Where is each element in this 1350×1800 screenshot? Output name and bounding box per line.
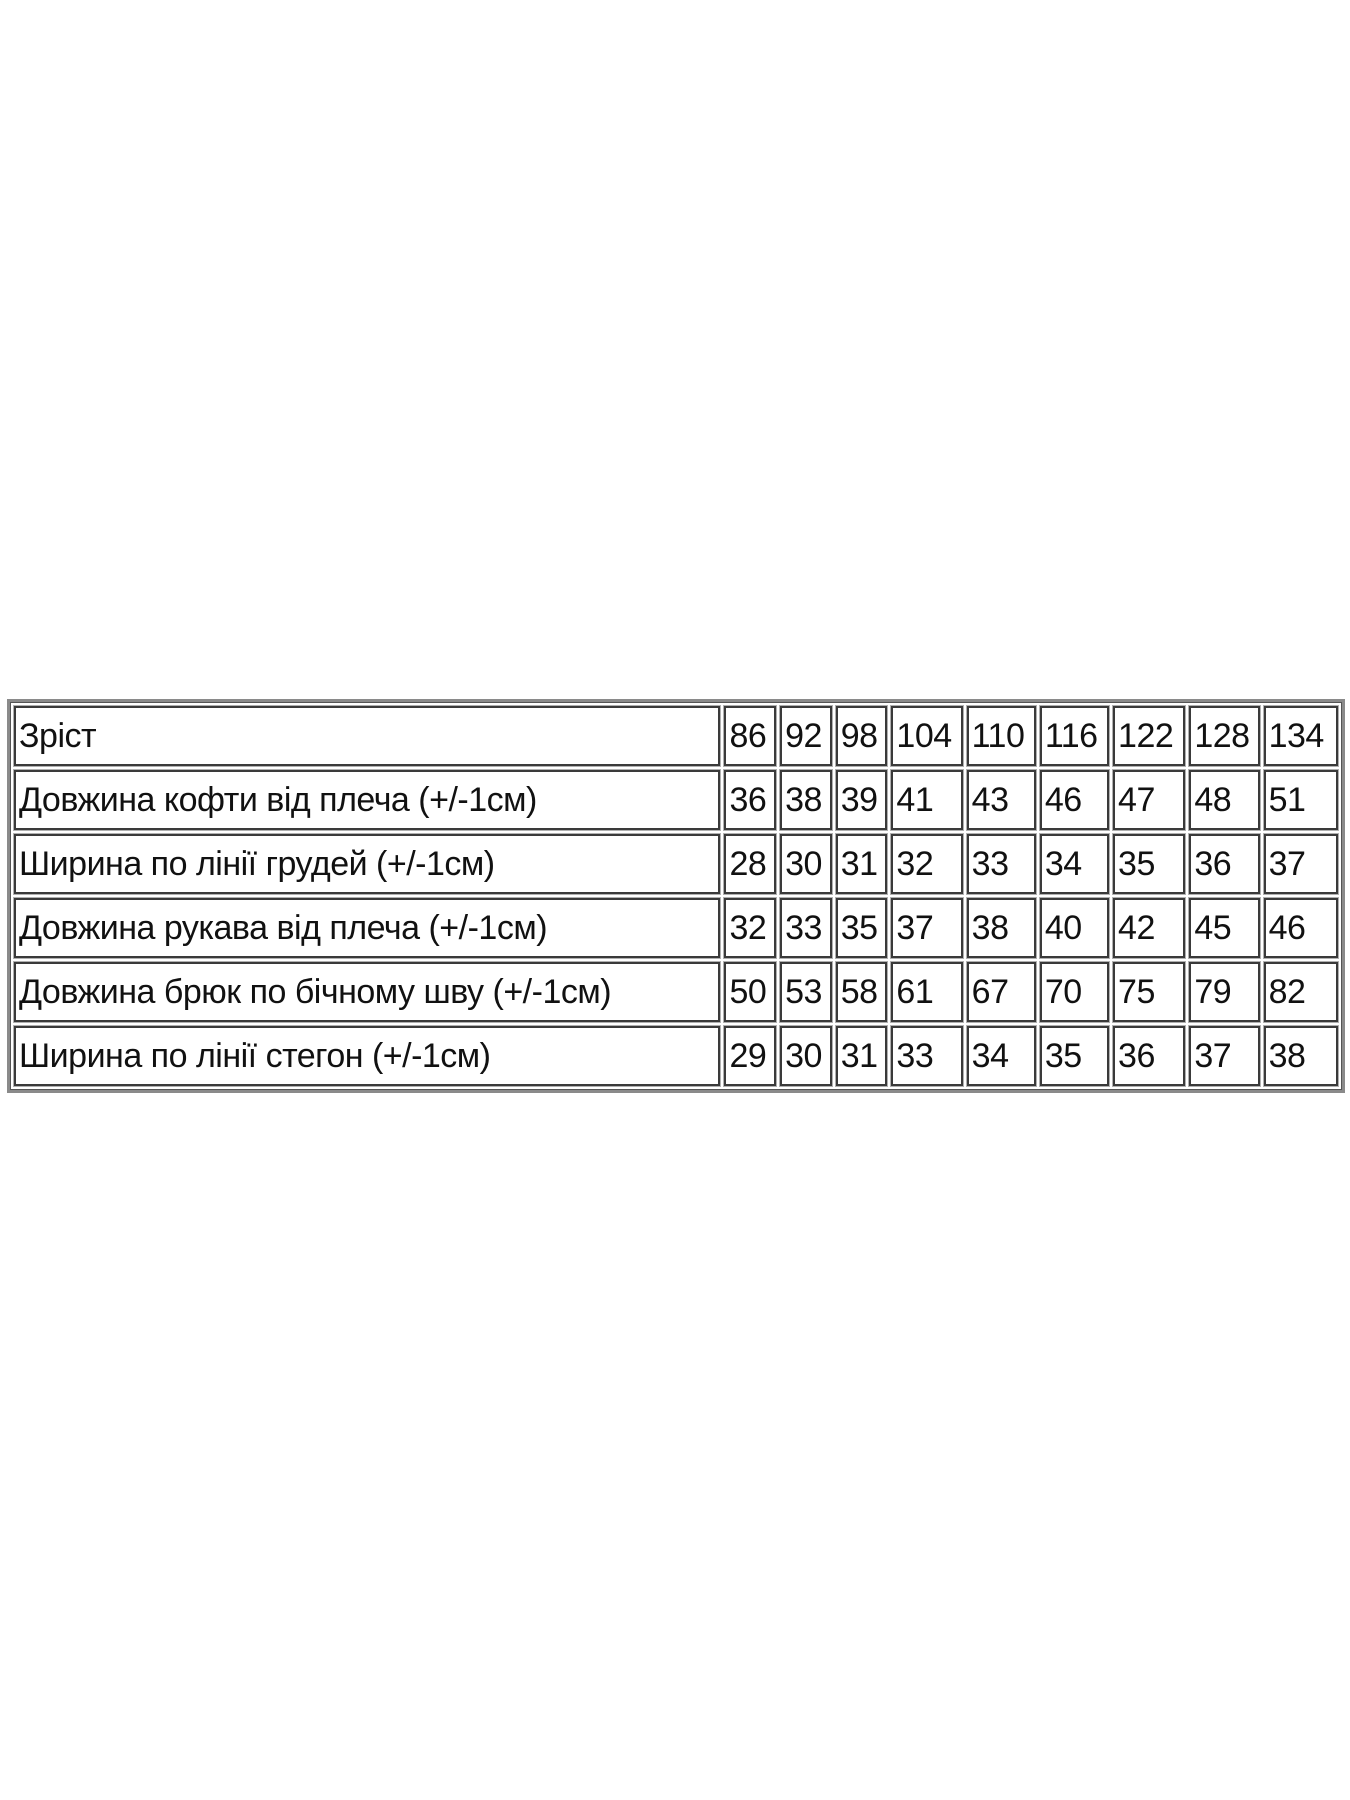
measurement-value-cell: 75	[1113, 962, 1186, 1022]
measurement-value-cell: 33	[966, 834, 1036, 894]
measurement-label-cell: Довжина кофти від плеча (+/-1см)	[14, 770, 721, 830]
measurement-value-cell: 41	[891, 770, 963, 830]
measurement-value-cell: 32	[891, 834, 963, 894]
size-header-cell: 98	[835, 706, 888, 766]
size-chart-table: Зріст 86 92 98 104 110 116 122 128 134 Довжина коф…	[7, 699, 1345, 1093]
size-header-cell: 116	[1039, 706, 1110, 766]
measurement-value-cell: 38	[966, 898, 1036, 958]
measurement-value-cell: 32	[724, 898, 777, 958]
measurement-value-cell: 40	[1039, 898, 1110, 958]
size-header-cell: 92	[780, 706, 832, 766]
measurement-label-cell: Ширина по лінії стегон (+/-1см)	[14, 1026, 721, 1086]
measurement-label-cell: Довжина брюк по бічному шву (+/-1см)	[14, 962, 721, 1022]
measurement-value-cell: 31	[835, 1026, 888, 1086]
measurement-value-cell: 58	[835, 962, 888, 1022]
table-row: Довжина брюк по бічному шву (+/-1см) 50 53…	[14, 962, 1338, 1022]
measurement-value-cell: 61	[891, 962, 963, 1022]
measurement-value-cell: 79	[1189, 962, 1260, 1022]
measurement-value-cell: 30	[780, 1026, 832, 1086]
measurement-value-cell: 38	[780, 770, 832, 830]
measurement-value-cell: 82	[1263, 962, 1338, 1022]
measurement-value-cell: 50	[724, 962, 777, 1022]
measurement-value-cell: 42	[1113, 898, 1186, 958]
measurement-value-cell: 67	[966, 962, 1036, 1022]
measurement-value-cell: 35	[1039, 1026, 1110, 1086]
measurement-value-cell: 48	[1189, 770, 1260, 830]
measurement-label-cell: Ширина по лінії грудей (+/-1см)	[14, 834, 721, 894]
table-row: Довжина рукава від плеча (+/-1см) 32 33 35 3…	[14, 898, 1338, 958]
table-row: Ширина по лінії грудей (+/-1см) 28 30 31 32 3…	[14, 834, 1338, 894]
measurement-value-cell: 53	[780, 962, 832, 1022]
size-header-cell: 128	[1189, 706, 1260, 766]
table-row: Довжина кофти від плеча (+/-1см) 36 38 39 41…	[14, 770, 1338, 830]
measurement-value-cell: 28	[724, 834, 777, 894]
measurement-value-cell: 43	[966, 770, 1036, 830]
header-label-cell: Зріст	[14, 706, 721, 766]
size-header-cell: 122	[1113, 706, 1186, 766]
measurement-value-cell: 46	[1263, 898, 1338, 958]
measurement-value-cell: 33	[891, 1026, 963, 1086]
measurement-value-cell: 37	[1189, 1026, 1260, 1086]
measurement-value-cell: 30	[780, 834, 832, 894]
measurement-value-cell: 51	[1263, 770, 1338, 830]
size-header-cell: 110	[966, 706, 1036, 766]
measurement-value-cell: 37	[891, 898, 963, 958]
measurement-value-cell: 34	[1039, 834, 1110, 894]
measurement-value-cell: 37	[1263, 834, 1338, 894]
measurement-value-cell: 34	[966, 1026, 1036, 1086]
measurement-value-cell: 45	[1189, 898, 1260, 958]
table-body: Зріст 86 92 98 104 110 116 122 128 134 Довжина коф…	[14, 706, 1338, 1086]
table-row: Ширина по лінії стегон (+/-1см) 29 30 31 33 3…	[14, 1026, 1338, 1086]
measurement-value-cell: 35	[835, 898, 888, 958]
measurement-value-cell: 36	[724, 770, 777, 830]
measurement-value-cell: 47	[1113, 770, 1186, 830]
measurement-value-cell: 36	[1189, 834, 1260, 894]
measurement-label-cell: Довжина рукава від плеча (+/-1см)	[14, 898, 721, 958]
header-row: Зріст 86 92 98 104 110 116 122 128 134	[14, 706, 1338, 766]
measurement-value-cell: 35	[1113, 834, 1186, 894]
measurement-value-cell: 33	[780, 898, 832, 958]
measurement-value-cell: 39	[835, 770, 888, 830]
measurement-value-cell: 36	[1113, 1026, 1186, 1086]
size-header-cell: 134	[1263, 706, 1338, 766]
measurement-value-cell: 70	[1039, 962, 1110, 1022]
measurement-value-cell: 46	[1039, 770, 1110, 830]
measurement-value-cell: 29	[724, 1026, 777, 1086]
size-header-cell: 104	[891, 706, 963, 766]
measurement-value-cell: 38	[1263, 1026, 1338, 1086]
size-header-cell: 86	[724, 706, 777, 766]
measurement-value-cell: 31	[835, 834, 888, 894]
